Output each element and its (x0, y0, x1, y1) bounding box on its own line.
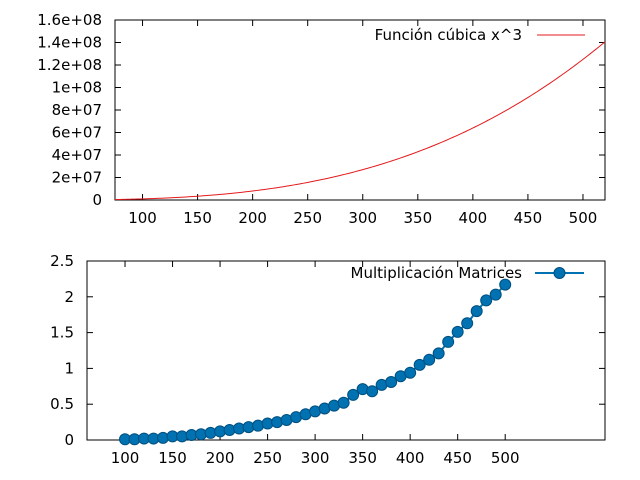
chart-panels: 0 2e+07 4e+07 6e+07 8e+07 1e+08 1.2e+08 1.4e+08… (37, 11, 606, 467)
y-tick-label: 2e+07 (52, 169, 102, 187)
data-point (413, 358, 426, 371)
data-point (432, 347, 445, 360)
x-tick-label: 350 (348, 449, 377, 467)
x-tick-label: 400 (396, 449, 425, 467)
y-tick-label: 2.5 (50, 252, 74, 270)
x-tick-label: 250 (293, 209, 322, 227)
chart-panel-1: 0 0.5 1 1.5 2 2.5 100 150 200 250 300 350 400 450 500 M… (50, 252, 606, 467)
data-point (499, 278, 512, 291)
x-tick-label: 350 (403, 209, 432, 227)
x-tick-label: 250 (253, 449, 282, 467)
series-line (114, 41, 606, 201)
y-tick-label: 8e+07 (52, 101, 102, 119)
x-tick-label: 300 (301, 449, 330, 467)
x-tick-label: 400 (459, 209, 488, 227)
y-tick-label: 6e+07 (52, 124, 102, 142)
plot-frame (114, 19, 606, 201)
data-point (461, 317, 474, 330)
x-tick-label: 300 (348, 209, 377, 227)
x-tick-label: 100 (128, 209, 157, 227)
x-tick-label: 200 (206, 449, 235, 467)
chart-panel-0: 0 2e+07 4e+07 6e+07 8e+07 1e+08 1.2e+08 1.4e+08… (37, 11, 606, 227)
data-point (442, 335, 455, 348)
x-tick-label: 200 (238, 209, 267, 227)
x-tick-label: 150 (183, 209, 212, 227)
data-point (337, 396, 350, 409)
data-point (470, 305, 483, 318)
y-tick-label: 0.5 (50, 395, 74, 413)
x-tick-label: 450 (443, 449, 472, 467)
data-point (480, 294, 493, 307)
y-tick-label: 0 (64, 431, 74, 449)
data-point (404, 366, 417, 379)
x-tick-label: 500 (569, 209, 598, 227)
x-tick-label: 450 (514, 209, 543, 227)
plot-frame (86, 260, 606, 441)
legend-swatch-marker (553, 267, 566, 279)
data-point (366, 385, 379, 398)
y-tick-label: 1.6e+08 (37, 11, 102, 29)
data-point (385, 376, 398, 389)
y-tick-label: 2 (64, 288, 74, 306)
y-tick-label: 0 (92, 191, 102, 209)
legend-label: Función cúbica x^3 (375, 26, 522, 44)
x-tick-label: 150 (158, 449, 187, 467)
x-tick-label: 100 (111, 449, 140, 467)
y-tick-label: 1.2e+08 (37, 56, 102, 74)
y-tick-label: 1.4e+08 (37, 34, 102, 52)
data-point (347, 388, 360, 401)
y-tick-label: 4e+07 (52, 146, 102, 164)
y-tick-label: 1 (64, 359, 74, 377)
x-tick-label: 500 (491, 449, 520, 467)
data-point (451, 325, 464, 338)
y-tick-label: 1.5 (50, 324, 74, 342)
y-tick-label: 1e+08 (52, 79, 102, 97)
data-point (423, 353, 436, 366)
data-point (489, 288, 502, 301)
legend-label: Multiplicación Matrices (351, 264, 523, 282)
